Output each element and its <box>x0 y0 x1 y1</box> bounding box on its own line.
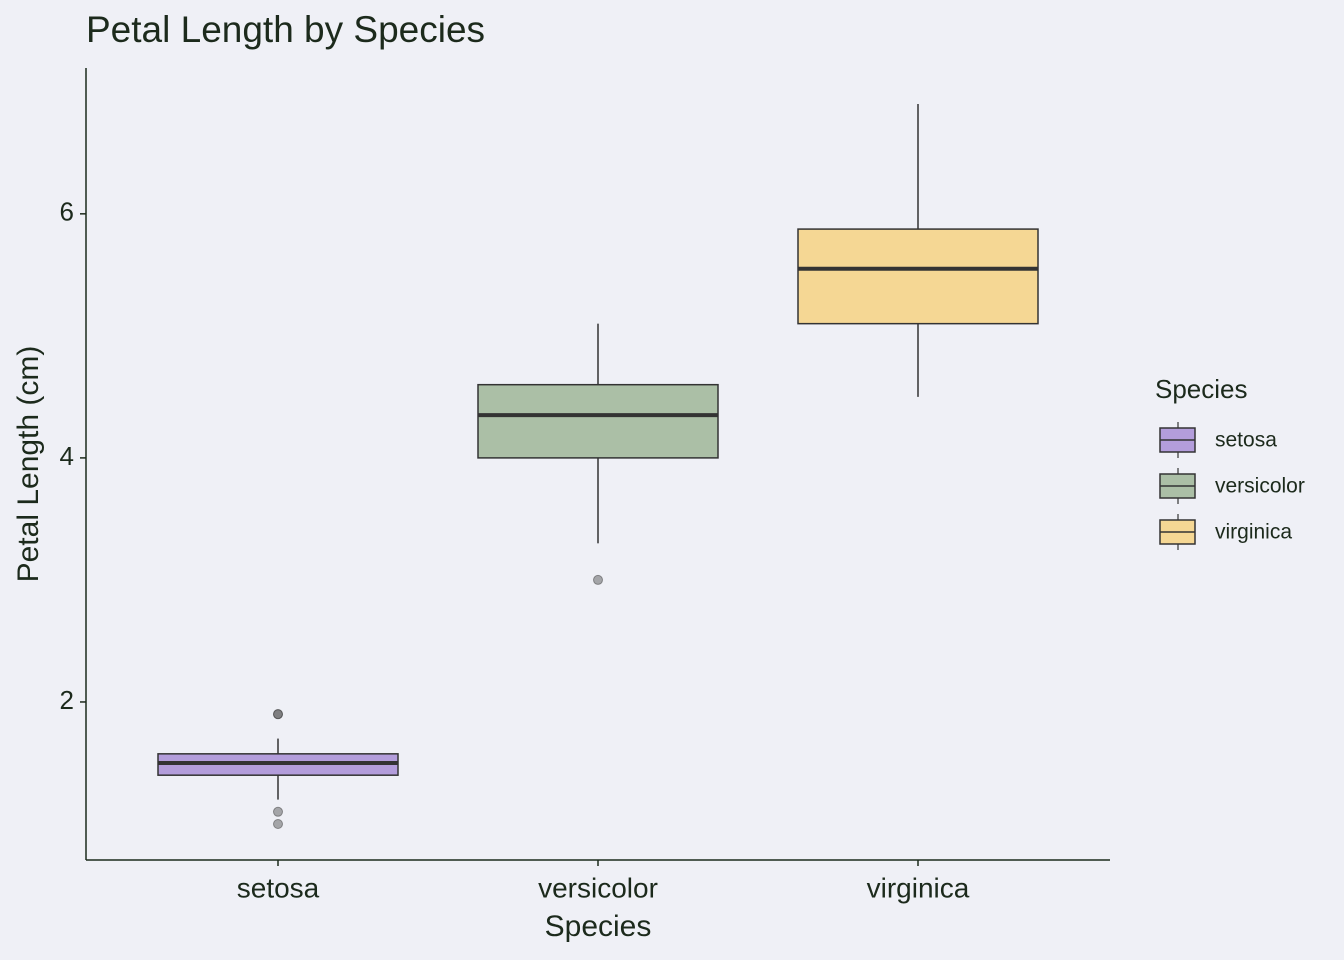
legend-title: Species <box>1155 374 1248 404</box>
x-tick-label: versicolor <box>538 872 658 903</box>
outlier <box>273 819 283 829</box>
x-tick-label: virginica <box>867 872 970 903</box>
outlier <box>273 806 283 817</box>
y-tick-label: 2 <box>60 685 74 715</box>
y-axis-title: Petal Length (cm) <box>12 346 45 583</box>
y-tick-label: 4 <box>60 441 74 471</box>
outlier <box>593 574 603 585</box>
x-axis-title: Species <box>545 910 652 943</box>
chart-title: Petal Length by Species <box>86 9 485 50</box>
legend-label: versicolor <box>1215 475 1305 498</box>
x-tick-label: setosa <box>237 872 320 903</box>
box <box>477 383 719 459</box>
legend-label: setosa <box>1215 429 1277 452</box>
legend-label: virginica <box>1215 521 1292 544</box>
y-tick-label: 6 <box>60 197 74 227</box>
box <box>797 228 1039 325</box>
outlier <box>273 709 283 720</box>
